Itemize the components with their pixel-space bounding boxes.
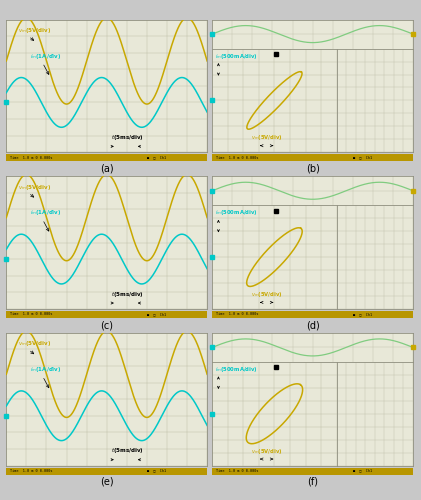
Text: $t$(5ms/div): $t$(5ms/div) xyxy=(111,290,144,298)
Text: ■  □  Ch1: ■ □ Ch1 xyxy=(353,469,372,473)
Text: Time  1.0 m 0 0.000s: Time 1.0 m 0 0.000s xyxy=(11,469,53,473)
Text: ■  □  Ch1: ■ □ Ch1 xyxy=(353,156,372,160)
Text: $i_m$(1A/div): $i_m$(1A/div) xyxy=(30,365,62,374)
Text: Time  1.0 m 0 0.000s: Time 1.0 m 0 0.000s xyxy=(216,469,258,473)
Text: (d): (d) xyxy=(306,320,320,330)
Text: $i_m$(500mA/div): $i_m$(500mA/div) xyxy=(215,365,258,374)
Text: (c): (c) xyxy=(100,320,113,330)
Text: $t$(5ms/div): $t$(5ms/div) xyxy=(111,446,144,455)
Text: (e): (e) xyxy=(100,477,114,487)
Text: $v_m$(5V/div): $v_m$(5V/div) xyxy=(19,26,51,35)
Text: $v_m$(5V/div): $v_m$(5V/div) xyxy=(251,133,283,142)
Text: ■  □  Ch1: ■ □ Ch1 xyxy=(147,469,166,473)
Text: $t$(5ms/div): $t$(5ms/div) xyxy=(111,133,144,142)
Text: $i_m$(1A/div): $i_m$(1A/div) xyxy=(30,208,62,218)
Text: $v_m$(5V/div): $v_m$(5V/div) xyxy=(19,340,51,348)
Text: $i_m$(500mA/div): $i_m$(500mA/div) xyxy=(215,208,258,218)
Text: $i_m$(1A/div): $i_m$(1A/div) xyxy=(30,52,62,60)
Text: $i_m$(500mA/div): $i_m$(500mA/div) xyxy=(215,52,258,60)
Text: (f): (f) xyxy=(307,477,318,487)
Text: ■  □  Ch1: ■ □ Ch1 xyxy=(147,156,166,160)
Text: Time  1.0 m 0 0.000s: Time 1.0 m 0 0.000s xyxy=(11,312,53,316)
Text: ■  □  Ch1: ■ □ Ch1 xyxy=(353,312,372,316)
Text: Time  1.0 m 0 0.000s: Time 1.0 m 0 0.000s xyxy=(11,156,53,160)
Text: Time  1.0 m 0 0.000s: Time 1.0 m 0 0.000s xyxy=(216,312,258,316)
Text: (b): (b) xyxy=(306,164,320,173)
Text: Time  1.0 m 0 0.000s: Time 1.0 m 0 0.000s xyxy=(216,156,258,160)
Text: (a): (a) xyxy=(100,164,114,173)
Text: ■  □  Ch1: ■ □ Ch1 xyxy=(147,312,166,316)
Text: $v_m$(5V/div): $v_m$(5V/div) xyxy=(19,182,51,192)
Text: $v_m$(5V/div): $v_m$(5V/div) xyxy=(251,446,283,456)
Text: $v_m$(5V/div): $v_m$(5V/div) xyxy=(251,290,283,299)
